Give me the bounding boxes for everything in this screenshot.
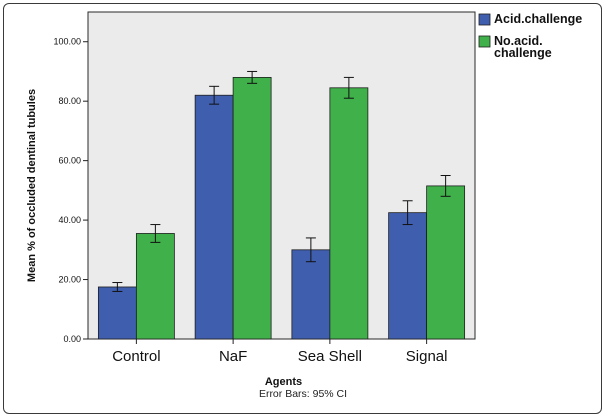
bar — [194, 94, 234, 340]
y-tick-label: 100.00 — [53, 37, 81, 47]
error-bars-footnote: Error Bars: 95% CI — [259, 388, 347, 400]
bar — [135, 233, 175, 340]
bar — [329, 87, 369, 340]
legend-swatch — [478, 35, 491, 48]
legend: Acid.challenge No.acid. challenge — [478, 12, 582, 60]
bar — [291, 249, 331, 340]
y-tick-label: 0.00 — [63, 334, 81, 344]
bar — [97, 286, 137, 340]
y-tick-label: 20.00 — [58, 275, 81, 285]
y-axis: 0.00 20.00 40.00 60.00 80.00 100.00 — [53, 37, 88, 344]
legend-label: Acid.challenge — [494, 12, 582, 26]
bars — [97, 77, 466, 340]
error-bars — [112, 70, 451, 292]
y-tick-label: 60.00 — [58, 156, 81, 166]
x-tick-label: Signal — [406, 348, 448, 365]
x-tick-label: Sea Shell — [298, 348, 362, 365]
x-tick-label: Control — [112, 348, 160, 365]
y-tick-label: 40.00 — [58, 215, 81, 225]
legend-label: No.acid. challenge — [494, 34, 552, 60]
x-tick-label: NaF — [219, 348, 247, 365]
x-axis: Control NaF Sea Shell Signal — [112, 339, 447, 365]
bar — [388, 212, 428, 340]
x-axis-title: Agents — [265, 376, 302, 388]
y-axis-title: Mean % of occluded dentinal tubules — [26, 89, 38, 282]
legend-swatch — [478, 13, 491, 26]
bar — [232, 77, 272, 340]
bar — [426, 185, 466, 340]
y-tick-label: 80.00 — [58, 96, 81, 106]
